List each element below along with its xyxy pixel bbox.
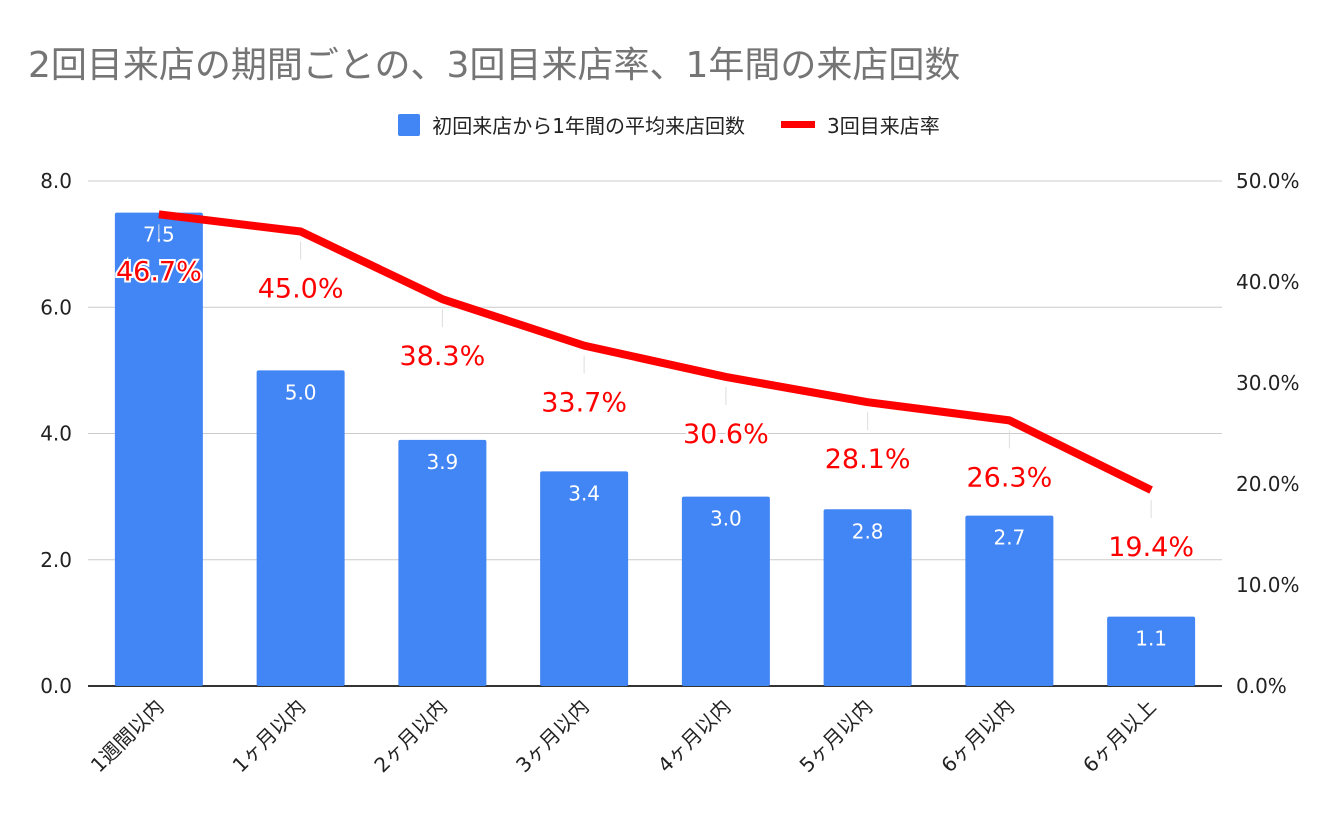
bar	[398, 439, 487, 686]
x-tick-label: 6ヶ月以内	[936, 695, 1019, 778]
bar	[965, 515, 1054, 686]
bar	[823, 509, 912, 686]
bar-data-label: 2.7	[993, 526, 1025, 550]
x-tick-label: 1週間以内	[86, 695, 169, 778]
line-data-label: 26.3%	[966, 462, 1052, 493]
bar	[540, 471, 629, 686]
line-data-label: 45.0%	[258, 274, 344, 305]
legend-swatch-line	[781, 121, 815, 128]
bar-data-label: 1.1	[1135, 627, 1167, 651]
x-tick-label: 3ヶ月以内	[511, 695, 594, 778]
legend-swatch-bar	[398, 113, 421, 136]
y-right-tick-label: 40.0%	[1236, 270, 1300, 294]
line-data-label: 33.7%	[541, 388, 627, 419]
x-tick-label: 2ヶ月以内	[369, 695, 452, 778]
bar	[681, 496, 770, 686]
line-data-label: 28.1%	[825, 444, 911, 475]
y-right-tick-label: 10.0%	[1236, 573, 1300, 597]
bar-data-label: 2.8	[852, 519, 884, 543]
bar-data-label: 3.0	[710, 507, 742, 531]
legend: 初回来店から1年間の平均来店回数 3回目来店率	[0, 110, 1338, 139]
bar	[1107, 616, 1196, 686]
bar-data-label: 3.9	[426, 450, 458, 474]
y-left-tick-label: 4.0	[40, 422, 72, 446]
legend-label-bar: 初回来店から1年間の平均来店回数	[432, 114, 745, 138]
y-left-tick-label: 2.0	[40, 548, 72, 572]
chart-title: 2回目来店の期間ごとの、3回目来店率、1年間の来店回数	[28, 45, 961, 86]
legend-item-line: 3回目来店率	[781, 110, 940, 139]
bar-data-label: 5.0	[285, 380, 317, 404]
bar-data-label: 3.4	[568, 481, 600, 505]
y-left-tick-label: 6.0	[40, 295, 72, 319]
bar	[256, 370, 345, 686]
y-right-tick-label: 30.0%	[1236, 371, 1300, 395]
y-right-tick-label: 20.0%	[1236, 472, 1300, 496]
legend-item-bar: 初回来店から1年間の平均来店回数	[398, 110, 745, 139]
y-left-tick-label: 8.0	[40, 169, 72, 193]
line-data-label: 30.6%	[683, 419, 769, 450]
legend-label-line: 3回目来店率	[827, 114, 940, 138]
y-left-tick-label: 0.0	[40, 674, 72, 698]
y-right-tick-label: 0.0%	[1236, 674, 1287, 698]
line-data-label: 38.3%	[399, 341, 485, 372]
x-tick-label: 6ヶ月以上	[1078, 695, 1161, 778]
line-data-label: 46.7%	[116, 256, 202, 287]
x-tick-label: 5ヶ月以内	[795, 695, 878, 778]
x-tick-label: 1ヶ月以内	[228, 695, 311, 778]
y-right-tick-label: 50.0%	[1236, 169, 1300, 193]
line-data-label: 19.4%	[1108, 532, 1194, 563]
x-tick-label: 4ヶ月以内	[653, 695, 736, 778]
bar	[114, 212, 203, 686]
line-series	[158, 210, 1153, 494]
